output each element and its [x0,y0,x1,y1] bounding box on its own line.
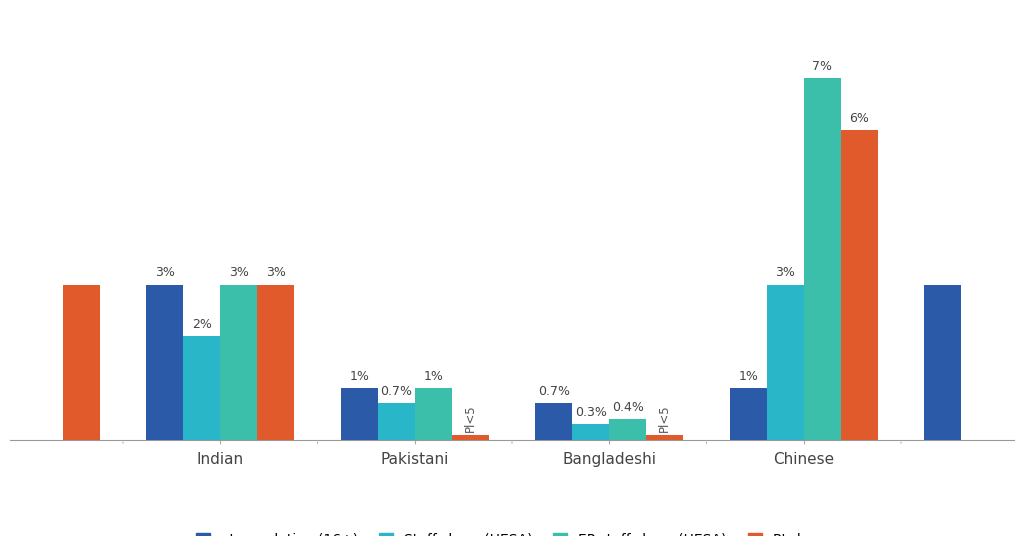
Text: 0.4%: 0.4% [611,401,644,414]
Bar [572,424,609,440]
Bar [452,435,488,440]
Text: 6%: 6% [849,111,869,124]
Text: 1%: 1% [738,370,758,383]
Text: 3%: 3% [266,266,286,279]
Bar [183,336,220,440]
Bar [925,285,962,440]
Text: 1%: 1% [349,370,370,383]
Text: 1%: 1% [423,370,443,383]
Text: 2%: 2% [191,318,212,331]
Text: Pl<5: Pl<5 [658,405,671,433]
Bar [841,130,878,440]
Bar [536,404,572,440]
Text: 0.7%: 0.7% [380,385,413,398]
Text: 3%: 3% [775,266,796,279]
Text: 3%: 3% [155,266,175,279]
Text: 0.7%: 0.7% [538,385,569,398]
Bar [146,285,183,440]
Legend: et population (16+), Staff share (HESA), EP staff share (HESA), PI share: et population (16+), Staff share (HESA),… [191,529,833,536]
Bar [730,388,767,440]
Text: Pl<5: Pl<5 [464,405,477,433]
Bar [257,285,294,440]
Text: 7%: 7% [812,60,833,73]
Bar [378,404,415,440]
Bar [341,388,378,440]
Bar [646,435,683,440]
Bar [62,285,99,440]
Bar [609,419,646,440]
Text: 0.3%: 0.3% [574,406,606,419]
Bar [804,78,841,440]
Bar [220,285,257,440]
Text: 3%: 3% [228,266,249,279]
Bar [767,285,804,440]
Bar [415,388,452,440]
